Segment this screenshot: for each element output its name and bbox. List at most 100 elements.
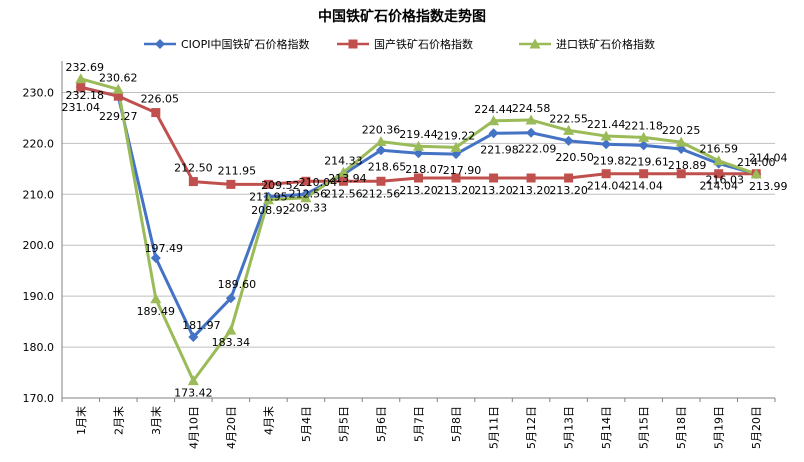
data-point [338,176,348,186]
data-point [675,136,687,147]
data-point [488,128,499,139]
x-tick-label: 3月末 [149,406,163,435]
data-point [76,82,86,92]
data-label: 197.49 [145,242,184,255]
data-label: 212.56 [324,187,363,200]
data-label: 220.25 [662,124,701,137]
data-point [488,115,500,126]
data-label: 214.04 [749,152,788,165]
data-point [151,108,161,118]
y-tick-label: 230.0 [23,86,55,99]
data-label: 211.95 [218,164,257,177]
data-point [413,140,424,151]
data-point [188,177,198,187]
data-point [150,253,161,264]
data-label: 214.04 [587,180,626,193]
x-tick-label: 5月13日 [563,406,576,449]
data-point [262,194,274,205]
y-tick-label: 180.0 [23,341,55,354]
data-point [600,130,612,141]
data-point [750,168,762,179]
data-label: 224.58 [512,102,551,115]
data-label: 213.20 [512,184,551,197]
y-tick-label: 170.0 [23,392,55,405]
data-label: 219.82 [593,154,632,167]
data-label: 230.62 [99,71,138,84]
data-point [337,166,349,177]
data-label: 212.56 [362,187,401,200]
legend-label: CIOPI中国铁矿石价格指数 [181,37,309,51]
data-label: 208.92 [251,204,290,217]
x-tick-label: 5月18日 [675,406,688,449]
data-point [638,131,650,142]
data-point [526,127,537,138]
data-label: 232.18 [66,89,105,102]
data-point [451,173,461,183]
data-point [301,176,311,186]
data-label: 212.56 [289,187,328,200]
data-point [563,124,575,135]
data-point [225,293,236,304]
data-label: 218.07 [405,163,444,176]
data-label: 181.97 [182,319,221,332]
data-label: 189.60 [218,278,257,291]
data-label: 224.44 [474,103,513,116]
data-label: 231.04 [62,101,101,114]
x-tick-label: 4月末 [261,406,275,435]
data-point [601,169,611,179]
data-label: 219.22 [437,129,476,142]
y-tick-label: 210.0 [23,188,55,201]
data-point [639,169,649,179]
data-label: 220.50 [555,151,594,164]
data-point [375,136,387,147]
data-label: 220.36 [362,124,401,137]
data-point [564,173,574,183]
data-label: 221.98 [480,143,519,156]
data-label: 216.59 [699,143,738,156]
chart-title: 中国铁矿石价格指数走势图 [318,9,486,25]
data-point [489,173,499,183]
data-point [112,83,124,94]
data-point [300,192,312,203]
data-point [450,141,462,152]
x-tick-label: 5月4日 [300,406,313,442]
data-label: 218.65 [368,160,407,173]
x-tick-label: 5月5日 [337,406,350,442]
data-point [226,179,236,189]
data-point [529,38,541,49]
data-label: 189.49 [137,305,176,318]
data-label: 183.34 [212,336,251,349]
x-tick-label: 5月14日 [600,406,613,449]
data-point [188,332,199,343]
y-tick-label: 200.0 [23,239,55,252]
x-tick-label: 5月6日 [375,406,388,442]
data-point [375,145,386,156]
data-label: 226.05 [141,93,180,106]
data-label: 212.50 [174,162,213,175]
data-label: 209.33 [289,202,328,215]
x-tick-label: 4月10日 [187,406,200,449]
x-tick-label: 5月7日 [413,406,426,442]
data-point [601,139,612,150]
data-label: 222.09 [518,143,557,156]
data-label: 214.04 [624,180,663,193]
data-point [187,375,199,386]
data-label: 219.44 [399,128,438,141]
data-label: 214.33 [324,154,363,167]
x-tick-label: 5月8日 [450,406,463,442]
y-tick-label: 220.0 [23,137,55,150]
data-label: 213.94 [328,172,367,185]
data-point [525,114,537,125]
data-point [526,173,536,183]
data-label: 219.61 [630,155,669,168]
data-point [263,179,273,189]
data-label: 214.00 [737,156,776,169]
data-label: 217.90 [443,164,482,177]
x-tick-label: 5月15日 [638,406,651,449]
data-point [150,293,162,304]
x-tick-label: 5月20日 [750,406,763,449]
data-point [414,173,423,183]
data-point [376,176,386,186]
